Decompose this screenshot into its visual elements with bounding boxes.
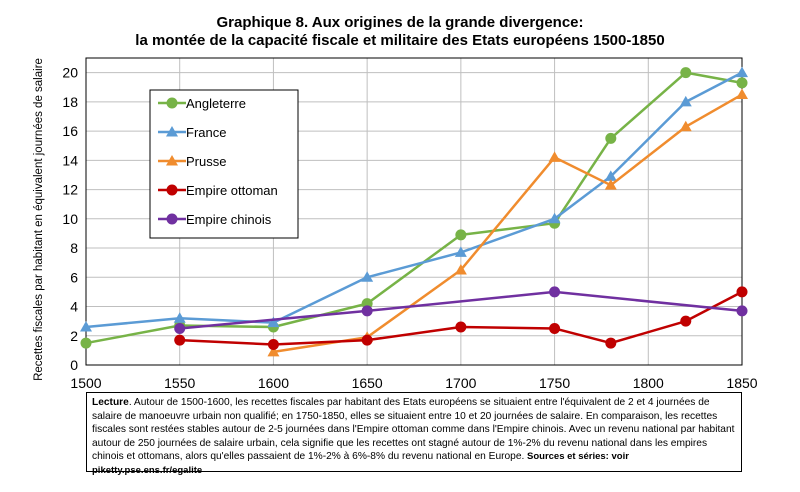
y-tick-label: 4: [70, 299, 78, 315]
data-point: [736, 66, 748, 78]
legend-label: Empire chinois: [186, 212, 272, 227]
y-tick-label: 20: [62, 65, 78, 81]
x-tick-label: 1700: [445, 375, 476, 391]
x-tick-label: 1650: [352, 375, 383, 391]
data-point: [549, 286, 561, 298]
data-point: [604, 170, 617, 181]
data-point: [548, 151, 561, 162]
x-tick-label: 1800: [633, 375, 664, 391]
data-point: [736, 77, 748, 89]
data-point: [736, 305, 748, 317]
legend: Angleterre France Prusse Empire ottoman Empi…: [149, 89, 299, 239]
x-tick-label: 1600: [258, 375, 289, 391]
data-point: [548, 212, 561, 224]
data-point: [679, 120, 692, 132]
data-point: [80, 320, 92, 332]
y-tick-label: 16: [62, 123, 78, 139]
note-body: . Autour de 1500-1600, les recettes fisc…: [92, 397, 735, 463]
data-point: [166, 97, 178, 109]
x-tick-label: 1500: [70, 375, 101, 391]
data-point: [605, 132, 617, 144]
line-chart: 0 2 4 6 8 10 12 14 16 18 20 1500 1550 1600 1650 1700 175…: [33, 57, 758, 391]
data-point: [174, 334, 186, 346]
x-tick-label: 1750: [539, 375, 570, 391]
series-empire-chinois: [174, 286, 748, 334]
y-axis-label: Recettes fiscales par habitant en équiva…: [33, 58, 45, 381]
legend-label: Angleterre: [186, 96, 246, 111]
legend-item: Angleterre: [158, 96, 246, 111]
x-tick-label: 1850: [726, 375, 757, 391]
data-point: [604, 179, 617, 190]
legend-item: Prusse: [158, 154, 226, 169]
data-point: [166, 155, 178, 166]
data-point: [736, 88, 748, 100]
data-point: [173, 312, 186, 323]
y-tick-label: 12: [62, 182, 78, 198]
data-point: [455, 321, 467, 333]
plot-frame: [85, 57, 743, 366]
y-tick-label: 18: [62, 94, 78, 110]
y-tick-label: 8: [70, 240, 78, 256]
data-point: [267, 345, 280, 357]
data-point: [267, 316, 280, 328]
y-tick-label: 10: [62, 211, 78, 227]
data-point: [454, 263, 467, 275]
reading-note: Lecture. Autour de 1500-1600, les recett…: [86, 392, 742, 476]
note-sources: Sources et séries: voir piketty.pse.ens.…: [92, 451, 629, 476]
series-line: [179, 290, 743, 346]
legend-label: Prusse: [186, 154, 226, 169]
legend-item: Empire chinois: [158, 212, 272, 227]
series-prusse: [267, 88, 748, 357]
data-point: [267, 339, 279, 351]
data-point: [680, 67, 692, 79]
y-tick-label: 2: [70, 328, 78, 344]
data-point: [361, 334, 373, 346]
data-point: [361, 271, 374, 282]
data-point: [455, 229, 467, 241]
data-point: [679, 95, 692, 107]
y-tick-label: 0: [70, 357, 78, 373]
series-empire-ottoman: [174, 286, 748, 351]
data-point: [736, 286, 748, 298]
data-point: [605, 337, 617, 349]
data-point: [174, 322, 186, 334]
chart-title-line2: la montée de la capacité fiscale et mili…: [135, 32, 665, 49]
data-point: [166, 184, 178, 196]
y-tick-label: 14: [62, 152, 78, 168]
legend-label: France: [186, 125, 226, 140]
series-line: [179, 290, 743, 330]
legend-label: Empire ottoman: [186, 183, 278, 198]
chart-title-line1: Graphique 8. Aux origines de la grande d…: [216, 14, 584, 31]
data-point: [361, 305, 373, 317]
note-lead: Lecture: [92, 397, 129, 408]
legend-item: Empire ottoman: [158, 183, 278, 198]
series-france: [80, 66, 748, 332]
data-point: [166, 213, 178, 225]
x-tick-label: 1550: [164, 375, 195, 391]
legend-item: France: [158, 125, 226, 140]
data-point: [680, 315, 692, 327]
data-point: [454, 246, 467, 257]
y-tick-label: 6: [70, 269, 78, 285]
data-point: [549, 322, 561, 334]
data-point: [166, 126, 178, 137]
data-point: [80, 337, 92, 349]
